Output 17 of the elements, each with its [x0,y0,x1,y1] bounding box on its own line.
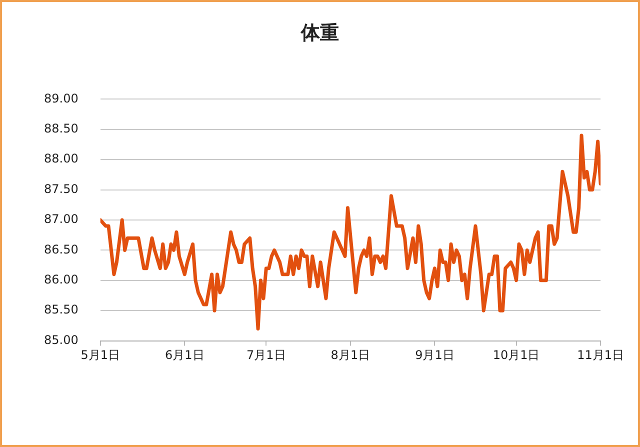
y-tick-label: 85.50 [44,302,78,317]
x-tick-label: 11月1日 [577,348,624,362]
x-tick-label: 5月1日 [80,348,120,362]
y-tick-label: 85.00 [44,332,78,347]
x-tick-label: 9月1日 [415,348,454,362]
x-tick-label: 7月1日 [246,348,286,362]
x-tick-label: 6月1日 [164,348,204,362]
y-tick-label: 88.00 [44,152,78,166]
y-tick-label: 87.50 [44,182,78,196]
chart-title: 体重 [300,21,340,46]
y-tick-label: 86.00 [44,272,78,287]
y-tick-label: 87.00 [44,212,78,226]
y-tick-label: 89.00 [44,91,78,106]
y-tick-label: 86.50 [44,242,78,256]
x-tick-label: 8月1日 [330,348,370,362]
y-tick-label: 88.50 [44,122,78,136]
x-tick-label: 10月1日 [492,348,540,362]
